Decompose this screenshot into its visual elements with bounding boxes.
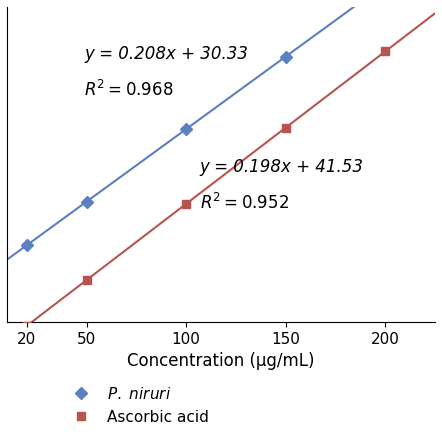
X-axis label: Concentration (μg/mL): Concentration (μg/mL) <box>127 352 315 370</box>
Legend: $\it{P.\ niruri}$, Ascorbic acid: $\it{P.\ niruri}$, Ascorbic acid <box>55 380 215 431</box>
Text: y = 0.198x + 41.53: y = 0.198x + 41.53 <box>200 158 364 176</box>
$\it{P.\ niruri}$ <box>84 199 89 204</box>
Ascorbic acid <box>183 201 189 206</box>
Text: y = 0.208x + 30.33: y = 0.208x + 30.33 <box>84 45 248 63</box>
Ascorbic acid <box>383 49 388 54</box>
$\it{P.\ niruri}$ <box>24 243 30 248</box>
Line: $\it{P.\ niruri}$: $\it{P.\ niruri}$ <box>23 0 389 249</box>
Ascorbic acid <box>84 278 89 283</box>
Text: $R^2 = 0.952$: $R^2 = 0.952$ <box>200 193 289 213</box>
$\it{P.\ niruri}$ <box>183 126 189 132</box>
Ascorbic acid <box>24 323 30 328</box>
Line: Ascorbic acid: Ascorbic acid <box>23 47 389 330</box>
$\it{P.\ niruri}$ <box>283 54 288 59</box>
Text: $R^2 = 0.968$: $R^2 = 0.968$ <box>84 80 173 99</box>
Ascorbic acid <box>283 125 288 130</box>
